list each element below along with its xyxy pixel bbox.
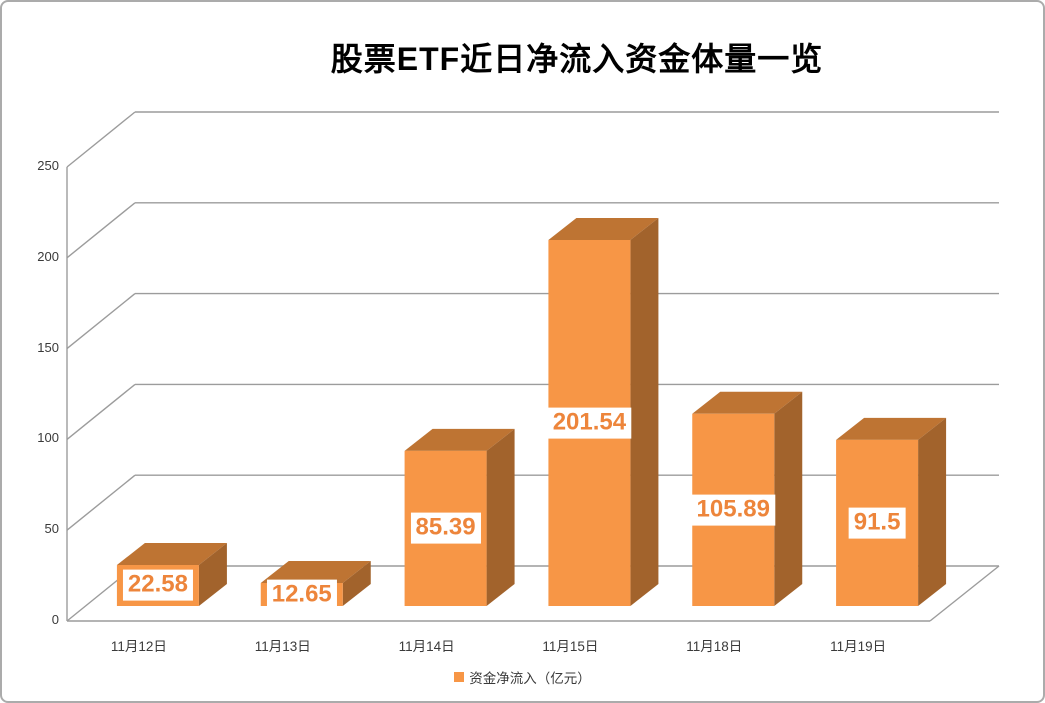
- bar-side-face: [486, 428, 515, 606]
- bar-top-face: [260, 561, 371, 584]
- gridline-diagonal: [66, 383, 136, 440]
- floor-right-edge: [929, 565, 1000, 622]
- legend-marker-icon: [454, 672, 465, 682]
- bar-top-face: [404, 428, 515, 451]
- bar-front-face: [260, 583, 343, 606]
- bar-front-face: [404, 450, 487, 606]
- bar-front-face: [836, 439, 919, 606]
- bar-top-face: [692, 391, 803, 414]
- bar-side-face: [198, 542, 227, 606]
- gridline-diagonal: [66, 293, 136, 350]
- gridline-diagonal: [66, 202, 136, 259]
- gridline-diagonal: [66, 111, 136, 168]
- bar-top-face: [548, 218, 659, 241]
- legend-label: 资金净流入（亿元）: [469, 671, 591, 686]
- bar-side-face: [342, 561, 371, 606]
- bar-side-face: [630, 218, 659, 606]
- bar-front-face: [692, 413, 775, 606]
- legend: 资金净流入（亿元）: [2, 667, 1043, 687]
- chart-title: 股票ETF近日净流入资金体量一览: [330, 41, 824, 77]
- gridline-diagonal: [66, 474, 136, 531]
- bar-front-face: [548, 240, 631, 606]
- bar-top-face: [836, 417, 947, 440]
- bar-side-face: [774, 391, 803, 606]
- bar-front-face: [116, 564, 199, 606]
- bar-top-face: [116, 542, 227, 565]
- bar-side-face: [918, 417, 947, 606]
